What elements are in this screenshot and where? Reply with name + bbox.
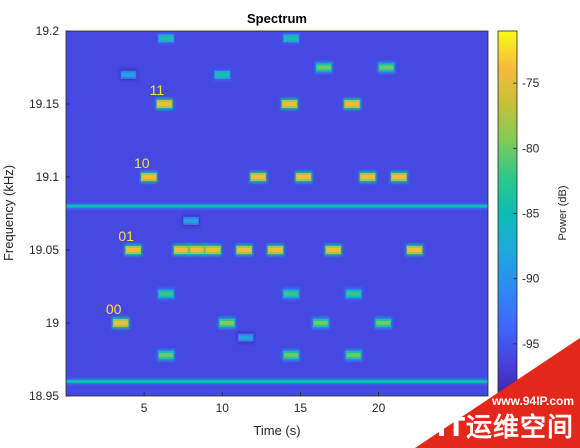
burst-core — [407, 248, 422, 252]
plot-background — [66, 31, 488, 396]
continuous-line — [66, 379, 488, 383]
burst-core — [159, 291, 173, 296]
burst-core — [215, 72, 230, 77]
colorbar-tick-label: -90 — [522, 272, 540, 286]
burst-core — [237, 248, 251, 252]
burst-core — [184, 218, 198, 223]
burst-core — [346, 291, 361, 296]
x-tick-label: 5 — [141, 401, 148, 415]
y-tick-label: 18.95 — [29, 389, 59, 403]
burst-core — [313, 321, 328, 325]
burst-core — [238, 335, 253, 340]
x-tick-label: 15 — [294, 401, 308, 415]
burst-core — [220, 321, 234, 325]
burst-core — [282, 102, 297, 106]
x-axis-title: Time (s) — [253, 423, 300, 438]
burst-core — [126, 248, 141, 252]
burst-core — [121, 72, 136, 77]
burst-core — [376, 321, 391, 325]
burst-core — [157, 102, 172, 106]
burst-core — [284, 291, 298, 296]
symbol-annotation: 10 — [134, 155, 150, 171]
y-tick-label: 19 — [46, 316, 60, 330]
colorbar-tick-label: -75 — [522, 76, 540, 90]
plot-area: 5 10 15 20 18.95 19 19.05 19.1 19.15 19.2 00 01 10… — [29, 24, 489, 415]
colorbar-tick-label: -85 — [522, 207, 540, 221]
colorbar-tick-label: -80 — [522, 141, 540, 155]
x-tick-label: 20 — [372, 401, 386, 415]
burst-core — [345, 102, 359, 106]
symbol-annotation: 11 — [150, 82, 165, 98]
y-tick-label: 19.2 — [36, 24, 60, 38]
burst-core — [142, 175, 156, 179]
symbol-annotation: 00 — [106, 301, 122, 317]
plot-frame — [65, 30, 489, 397]
burst-core — [392, 175, 406, 179]
burst-core — [379, 65, 394, 70]
burst-core — [206, 248, 220, 252]
y-axis-title: Frequency (kHz) — [1, 165, 16, 261]
burst-core — [190, 248, 205, 252]
burst-core — [268, 248, 283, 252]
chart-title: Spectrum — [247, 11, 307, 26]
colorbar-title: Power (dB) — [557, 185, 569, 240]
burst-core — [326, 248, 341, 252]
burst-core — [159, 353, 173, 358]
x-tick-label: 10 — [216, 401, 230, 415]
burst-core — [284, 36, 298, 41]
burst-core — [251, 175, 266, 179]
y-tick-label: 19.1 — [36, 170, 60, 184]
burst-core — [159, 36, 173, 41]
colorbar-tick-label: -95 — [522, 337, 540, 351]
continuous-line — [66, 204, 488, 208]
burst-core — [360, 175, 375, 179]
burst-core — [317, 65, 331, 70]
burst-core — [284, 353, 298, 358]
colorbar: -95 -90 -85 -80 -75 Power (dB) — [497, 30, 569, 397]
symbol-annotation: 01 — [118, 228, 134, 244]
y-tick-label: 19.15 — [29, 97, 59, 111]
burst-core — [174, 248, 189, 252]
burst-core — [296, 175, 311, 179]
burst-core — [346, 353, 361, 358]
y-tick-label: 19.05 — [29, 243, 59, 257]
burst-core — [113, 321, 128, 325]
